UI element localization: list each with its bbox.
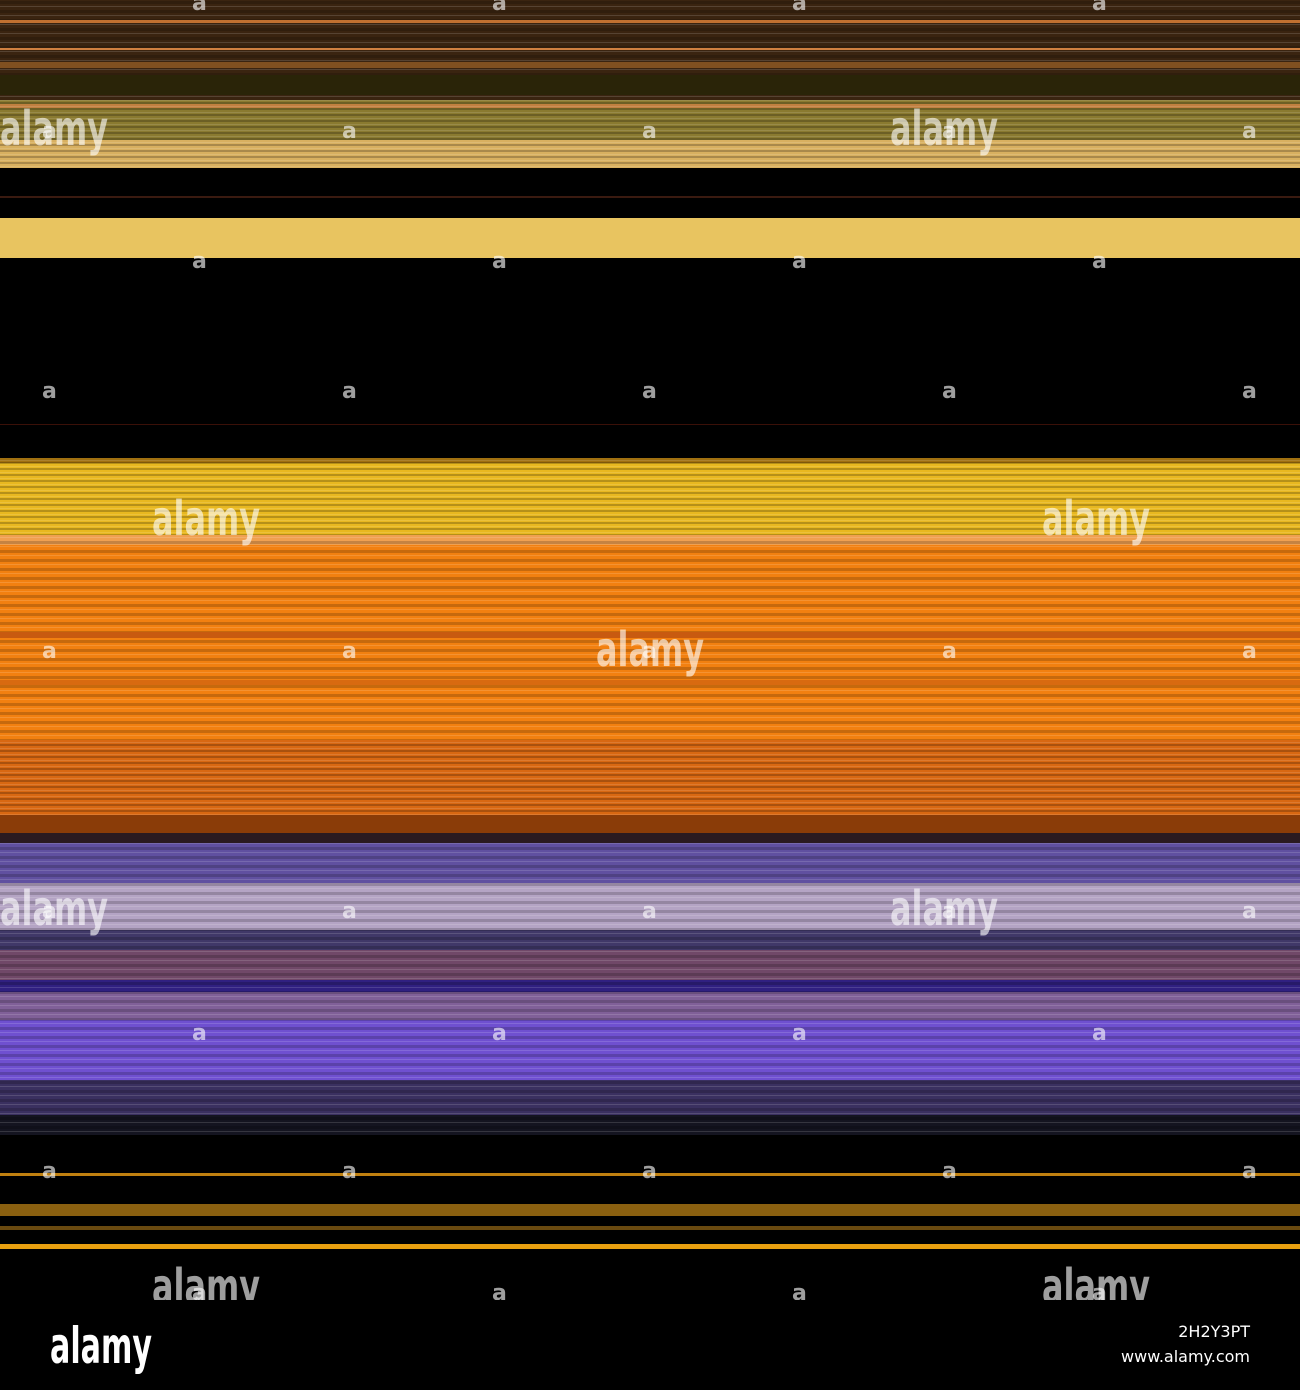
watermark-mark: a [1242, 379, 1257, 404]
watermark-mark: a [492, 0, 507, 16]
watermark-mark: a [1242, 1159, 1257, 1184]
watermark-mark: a [1092, 0, 1107, 16]
watermark-mark: a [642, 379, 657, 404]
image-url: www.alamy.com [1121, 1347, 1250, 1366]
watermark-logo: alamy [0, 881, 108, 937]
watermark-logo: alamy [152, 491, 260, 547]
footer-logo: alamy [50, 1317, 152, 1375]
watermark-mark: a [942, 639, 957, 664]
watermark-logo: alamy [0, 101, 108, 157]
watermark-logo: alamy [1042, 1259, 1150, 1315]
watermark-mark: a [1242, 899, 1257, 924]
watermark-mark: a [642, 639, 657, 664]
watermark-logo: alamy [152, 1259, 260, 1315]
watermark-mark: a [942, 379, 957, 404]
watermark-logo: alamy [596, 622, 704, 678]
watermark-mark: a [342, 379, 357, 404]
watermark-mark: a [342, 639, 357, 664]
image-id: 2H2Y3PT [1178, 1322, 1250, 1341]
watermark-mark: a [792, 1281, 807, 1306]
watermark-mark: a [192, 0, 207, 16]
watermark-mark: a [342, 899, 357, 924]
watermark-mark: a [1242, 119, 1257, 144]
watermark-mark: a [492, 1021, 507, 1046]
watermark-mark: a [42, 1159, 57, 1184]
watermark-logo: alamy [1042, 491, 1150, 547]
watermark-mark: a [192, 249, 207, 274]
watermark-mark: a [492, 249, 507, 274]
watermark-mark: a [192, 1281, 207, 1306]
watermark-mark: a [1092, 249, 1107, 274]
watermark-mark: a [42, 899, 57, 924]
watermark-mark: a [192, 1021, 207, 1046]
watermark-mark: a [942, 119, 957, 144]
watermark-mark: a [942, 899, 957, 924]
watermark-mark: a [942, 1159, 957, 1184]
watermark-logo: alamy [890, 101, 998, 157]
watermark-mark: a [792, 249, 807, 274]
watermark-mark: a [42, 379, 57, 404]
watermark-mark: a [42, 639, 57, 664]
watermark-mark: a [342, 119, 357, 144]
watermarks: alamy alamy alamy alamy alamy alamy alamy alamy… [0, 0, 1257, 1315]
watermark-logo: alamy [890, 881, 998, 937]
watermark-mark: a [492, 1281, 507, 1306]
watermark-mark: a [1242, 639, 1257, 664]
watermark-mark: a [642, 1159, 657, 1184]
watermark-mark: a [642, 899, 657, 924]
watermark-mark: a [342, 1159, 357, 1184]
watermark-mark: a [42, 119, 57, 144]
watermark-mark: a [792, 1021, 807, 1046]
watermark-mark: a [1092, 1281, 1107, 1306]
watermark-mark: a [792, 0, 807, 16]
watermark-mark: a [1092, 1021, 1107, 1046]
watermark-mark: a [642, 119, 657, 144]
